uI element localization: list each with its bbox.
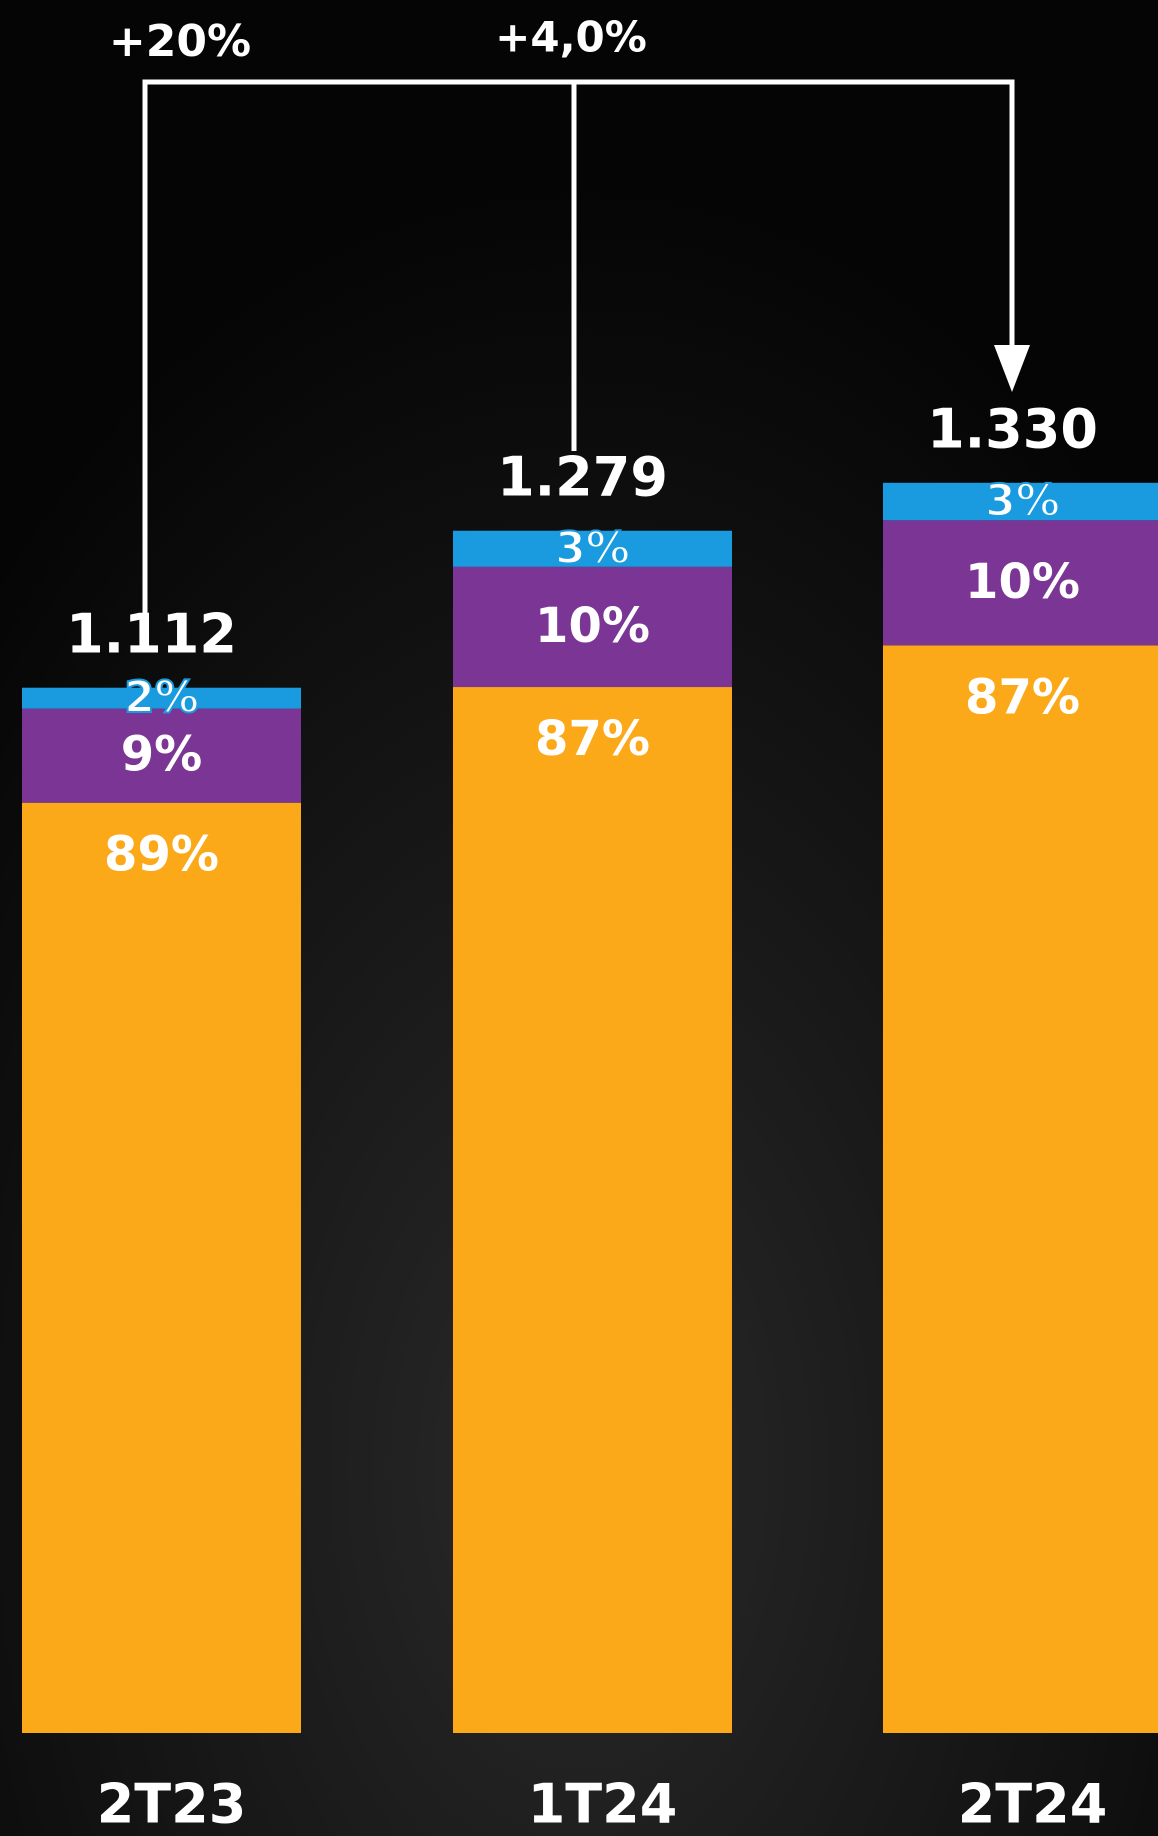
annotation: +4,0% xyxy=(495,13,647,62)
x-tick-label: 1T24 xyxy=(528,1773,678,1836)
bar-segment xyxy=(883,482,1158,521)
segment-label: 87% xyxy=(965,669,1080,725)
bar-segment xyxy=(883,645,1158,1734)
comparison-bracket xyxy=(142,79,1015,621)
total-label: 1.279 xyxy=(497,445,668,508)
x-tick-label: 2T23 xyxy=(97,1773,247,1836)
bar-segment xyxy=(453,530,732,567)
segment-label: 10% xyxy=(965,554,1080,610)
segment-label: 3% xyxy=(555,523,630,574)
segment-label: 10% xyxy=(535,598,650,654)
bar-segment xyxy=(453,687,732,1733)
segment-label: 2% xyxy=(124,672,199,723)
bar-segment xyxy=(22,687,301,709)
segment-label: 89% xyxy=(104,827,219,883)
segment-label: 9% xyxy=(121,727,203,783)
segment-label: 87% xyxy=(535,711,650,767)
bar-segment xyxy=(883,520,1158,646)
total-label: 1.112 xyxy=(66,602,237,665)
bar-segment xyxy=(22,802,301,1733)
bar-segment xyxy=(453,566,732,688)
annotation: +20% xyxy=(109,16,251,67)
x-tick-label: 2T24 xyxy=(958,1773,1108,1836)
segment-label: 3% xyxy=(985,476,1060,527)
total-label: 1.330 xyxy=(927,397,1098,460)
bar-segment xyxy=(22,708,301,803)
arrow-head xyxy=(994,345,1030,392)
bracket-line xyxy=(142,79,1015,621)
